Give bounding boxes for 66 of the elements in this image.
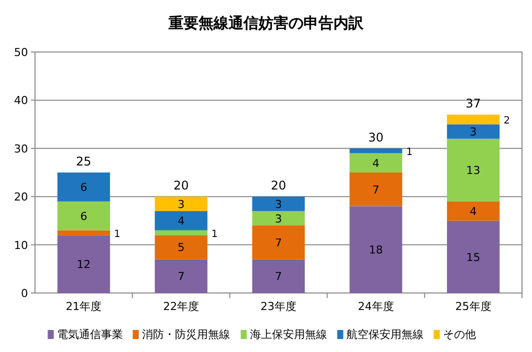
bar — [447, 114, 500, 124]
bar — [252, 211, 305, 226]
bar — [57, 235, 110, 293]
bar — [447, 138, 500, 202]
data-label: 7 — [275, 270, 282, 284]
x-tick-label: 22年度 — [163, 300, 200, 313]
data-label: 4 — [178, 214, 185, 228]
data-label: 2 — [504, 115, 510, 126]
y-tick-label: 30 — [14, 142, 28, 156]
bar — [154, 211, 208, 230]
y-tick-label: 0 — [21, 287, 28, 300]
bar — [252, 196, 305, 212]
legend-label: 電気通信事業 — [56, 328, 123, 341]
total-label: 37 — [466, 96, 481, 111]
data-label: 7 — [372, 183, 380, 196]
legend-label: その他 — [442, 328, 476, 341]
data-label: 4 — [372, 156, 380, 170]
legend-label: 海上保安用無線 — [250, 328, 327, 341]
total-label: 25 — [76, 154, 92, 168]
bar — [154, 196, 208, 212]
y-tick-label: 40 — [14, 94, 28, 108]
data-label: 5 — [178, 241, 185, 254]
bar — [252, 226, 305, 260]
data-label: 12 — [76, 258, 91, 272]
data-label: 1 — [114, 228, 120, 240]
bar — [154, 230, 208, 236]
y-tick-label: 10 — [14, 238, 28, 252]
data-label: 15 — [466, 250, 480, 264]
y-tick-label: 20 — [14, 190, 28, 204]
chart-title: 重要無線通信妨害の申告内訳 — [168, 14, 364, 32]
data-label: 6 — [80, 210, 88, 223]
bar — [350, 206, 402, 293]
bar — [57, 201, 110, 230]
bar — [154, 259, 208, 293]
legend-label: 消防・防災用無線 — [142, 328, 230, 341]
data-label: 1 — [406, 146, 413, 158]
data-label: 3 — [275, 212, 282, 226]
bar — [57, 230, 110, 236]
x-tick-label: 25年度 — [455, 300, 492, 313]
bar — [57, 172, 110, 202]
data-label: 18 — [368, 244, 383, 257]
data-label: 3 — [275, 198, 282, 211]
bar — [447, 220, 500, 293]
data-label: 3 — [470, 126, 477, 139]
data-label: 1 — [211, 228, 218, 240]
bar — [350, 172, 402, 206]
bar — [350, 153, 402, 172]
x-tick-label: 21年度 — [66, 300, 102, 313]
bar — [350, 148, 402, 154]
bar — [154, 235, 208, 260]
bar — [447, 124, 500, 139]
x-tick-label: 23年度 — [260, 300, 296, 313]
total-label: 20 — [270, 178, 286, 193]
data-label: 6 — [80, 180, 88, 194]
total-label: 20 — [173, 178, 189, 193]
x-tick-label: 24年度 — [358, 300, 394, 313]
bar — [447, 201, 500, 221]
data-label: 13 — [466, 164, 480, 178]
total-label: 30 — [368, 130, 384, 144]
bar — [252, 259, 305, 293]
y-tick-label: 50 — [14, 46, 28, 59]
data-label: 3 — [178, 198, 185, 211]
legend-label: 航空保安用無線 — [346, 328, 424, 341]
data-label: 7 — [275, 236, 282, 250]
data-label: 7 — [178, 270, 185, 284]
data-label: 4 — [470, 205, 477, 218]
